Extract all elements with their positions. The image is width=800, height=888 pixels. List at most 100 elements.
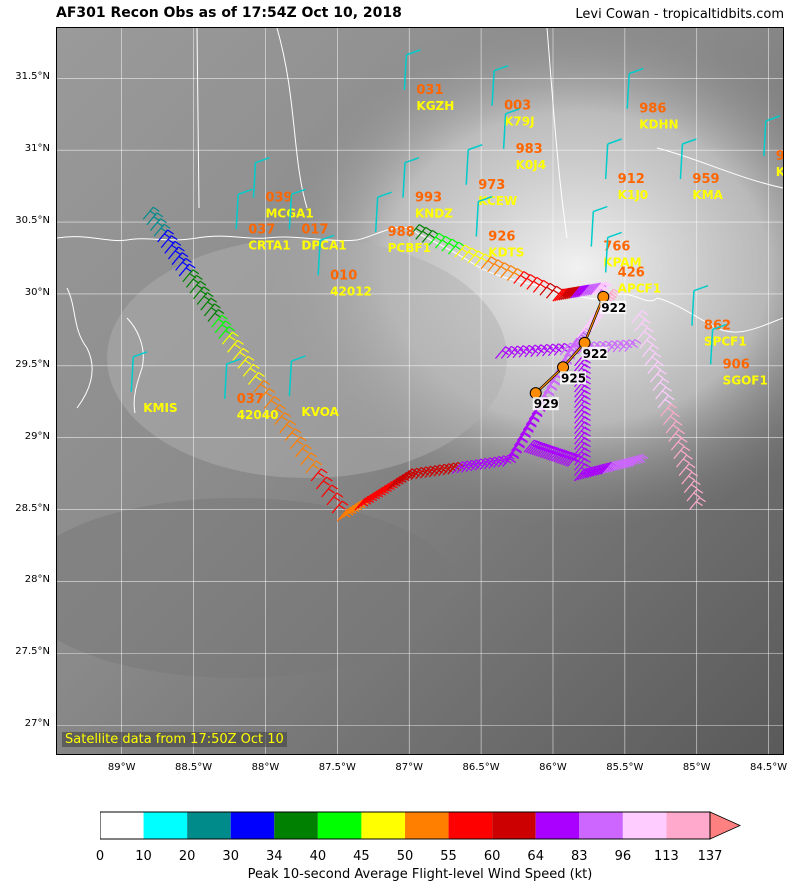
colorbar-tick-label: 45 [353,849,370,864]
chart-title: AF301 Recon Obs as of 17:54Z Oct 10, 201… [56,5,402,21]
wind-barb [543,380,561,394]
station-id: SGOF1 [723,373,768,387]
wind-barb [279,420,297,434]
lat-tick-label: 27.5°N [15,646,50,658]
wind-barb [505,448,522,462]
station-barb [709,329,714,365]
colorbar-segment [187,812,231,839]
colorbar-tick-label: 96 [614,849,632,864]
station-barb [478,195,493,203]
station-barb [693,284,709,292]
wind-barb [681,471,699,485]
wind-barb [447,241,465,255]
station-barb [291,188,306,196]
colorbar-tick-label: 55 [440,849,457,864]
colorbar-segment [622,812,667,839]
station-barb [130,356,135,392]
station-barb [763,120,767,157]
station-barb [133,351,148,358]
lon-tick-label: 86°W [539,762,567,773]
wind-barb [655,386,672,400]
station-barb [604,237,609,273]
station-id: PCBF1 [388,241,431,255]
wind-barb [660,403,678,417]
wind-barb [421,229,439,243]
station-barb [374,197,379,233]
wind-barb [539,282,557,296]
station-barb [235,194,239,230]
colorbar-tick-label: 113 [654,849,679,864]
wind-barb [315,476,333,490]
station-barb [679,143,684,180]
wind-barb [248,371,265,385]
wind-barb [300,452,318,466]
station-id: KDTS [488,246,524,260]
station-id: APCF1 [618,281,661,295]
wind-barb [526,276,544,290]
station-barb [237,188,253,196]
station-barb [226,358,241,365]
station-value: 986 [639,102,666,117]
wind-barb [480,256,498,270]
wind-barb [506,268,524,281]
station-barb [691,290,695,326]
station-barb [406,49,421,56]
station-id: KDHN [639,118,678,132]
wind-barb [487,259,504,273]
wind-barb [670,437,688,451]
wind-barb [519,273,537,287]
pressure-label-bg [532,397,559,411]
lat-tick-label: 30°N [24,286,50,298]
wind-barb [227,339,244,353]
cloud-band [107,238,507,478]
colorbar-segment [405,812,449,839]
wind-barb [502,453,519,467]
lat-tick-label: 29°N [24,430,50,442]
station-value: 037 [237,392,264,407]
wind-barb [513,433,531,446]
wind-barb [321,484,338,498]
credit-text: Levi Cowan - tropicaltidbits.com [575,7,784,22]
station-value: 031 [416,83,443,98]
station-barb [467,144,483,151]
cloud-streaks [57,498,457,678]
station-id: KMA [692,188,723,202]
station-value: 017 [301,222,328,237]
wind-barb [642,344,659,358]
wind-barb [268,404,286,417]
wind-barb [289,436,307,450]
station-id: KGE [776,165,783,179]
wind-barb [221,331,239,345]
station-mcga1: 039MCGA1 [252,156,314,221]
lon-tick-label: 87.5°W [318,762,356,773]
colorbar-tick-label: 30 [222,849,239,864]
station-barb [493,64,509,72]
station-barb [626,73,630,109]
station-id: K79J [504,115,534,129]
lon-tick-label: 87°W [395,762,424,773]
lon-tick-label: 85°W [682,762,711,773]
colorbar-tick-label: 137 [697,849,723,864]
wind-barb [631,310,649,324]
station-value: 010 [330,268,357,283]
center-track-line-inner [535,296,604,394]
colorbar-tick-label: 0 [95,849,105,864]
station-barb [252,162,257,198]
wind-barb [326,492,344,506]
station-barb [403,54,408,90]
colorbar-segment [274,812,318,839]
wind-barb [508,443,525,457]
pressure-label-bg [600,300,627,314]
colorbar-extend-arrow [709,811,741,840]
station-barb [502,113,507,149]
station-value: 926 [488,230,515,245]
station-barb [593,205,608,213]
